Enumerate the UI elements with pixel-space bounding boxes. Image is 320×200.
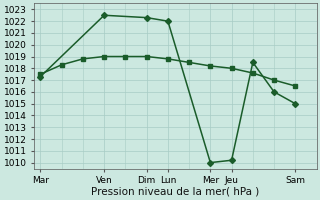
X-axis label: Pression niveau de la mer( hPa ): Pression niveau de la mer( hPa ) <box>91 187 260 197</box>
